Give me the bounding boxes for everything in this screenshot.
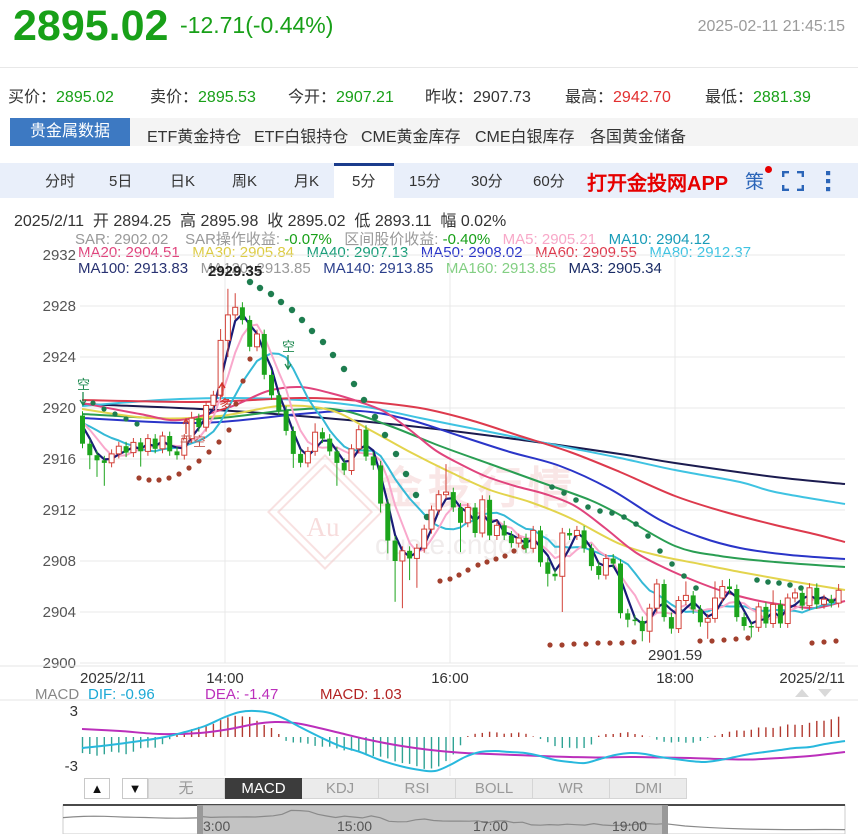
svg-text:Au: Au [307,512,340,542]
svg-text:空: 空 [282,339,295,354]
svg-text:2932: 2932 [43,247,76,264]
svg-text:15:00: 15:00 [337,818,372,834]
svg-text:2920: 2920 [43,400,76,417]
svg-text:平空: 平空 [180,434,206,449]
svg-text:17:00: 17:00 [473,818,508,834]
svg-text:2916: 2916 [43,451,76,468]
svg-text:18:00: 18:00 [656,670,694,687]
svg-text:3: 3 [70,703,78,720]
svg-text:3:00: 3:00 [203,818,230,834]
svg-text:19:00: 19:00 [612,818,647,834]
svg-text:2901.59: 2901.59 [648,647,702,664]
svg-text:2924: 2924 [43,349,76,366]
svg-text:16:00: 16:00 [431,670,469,687]
svg-text:14:00: 14:00 [206,670,244,687]
svg-text:2929.35: 2929.35 [208,263,262,280]
svg-text:多: 多 [219,397,232,412]
svg-text:2912: 2912 [43,502,76,519]
svg-text:2908: 2908 [43,553,76,570]
svg-text:2025/2/11: 2025/2/11 [779,670,845,687]
svg-text:-3: -3 [65,758,78,775]
svg-text:空: 空 [77,377,90,392]
svg-text:2900: 2900 [43,655,76,672]
svg-text:2025/2/11: 2025/2/11 [80,670,146,687]
svg-text:2904: 2904 [43,604,76,621]
svg-text:2928: 2928 [43,298,76,315]
